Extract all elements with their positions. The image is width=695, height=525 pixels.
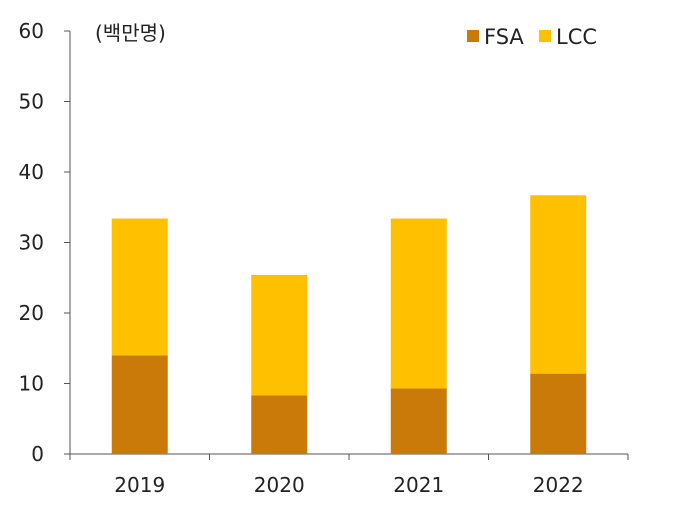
legend-swatch-lcc <box>539 30 551 42</box>
y-tick-label: 20 <box>19 301 44 325</box>
legend: FSA LCC <box>467 25 597 49</box>
y-tick-label: 30 <box>19 231 44 255</box>
x-tick-label: 2020 <box>254 473 305 497</box>
legend-swatch-fsa <box>467 30 479 42</box>
unit-label: (백만명) <box>95 21 166 45</box>
bar-fsa-2019 <box>111 355 168 454</box>
bar-lcc-2021 <box>390 218 447 389</box>
bar-fsa-2020 <box>251 395 308 454</box>
legend-label-lcc: LCC <box>556 25 597 49</box>
bar-lcc-2019 <box>111 218 168 356</box>
bar-fsa-2021 <box>390 388 447 454</box>
bar-lcc-2022 <box>530 195 587 374</box>
bars <box>111 195 587 454</box>
legend-label-fsa: FSA <box>484 25 524 49</box>
y-tick-label: 60 <box>19 19 44 43</box>
y-tick-label: 50 <box>19 90 44 114</box>
bar-fsa-2022 <box>530 373 587 454</box>
y-tick-label: 10 <box>19 372 44 396</box>
y-tick-label: 0 <box>31 442 44 466</box>
x-axis: 2019 2020 2021 2022 <box>69 453 629 497</box>
x-tick-label: 2019 <box>114 473 165 497</box>
x-tick-label: 2021 <box>393 473 444 497</box>
x-tick-label: 2022 <box>533 473 584 497</box>
bar-lcc-2020 <box>251 274 308 396</box>
y-tick-label: 40 <box>19 160 44 184</box>
y-axis: 0 10 20 30 40 50 60 <box>19 19 71 466</box>
